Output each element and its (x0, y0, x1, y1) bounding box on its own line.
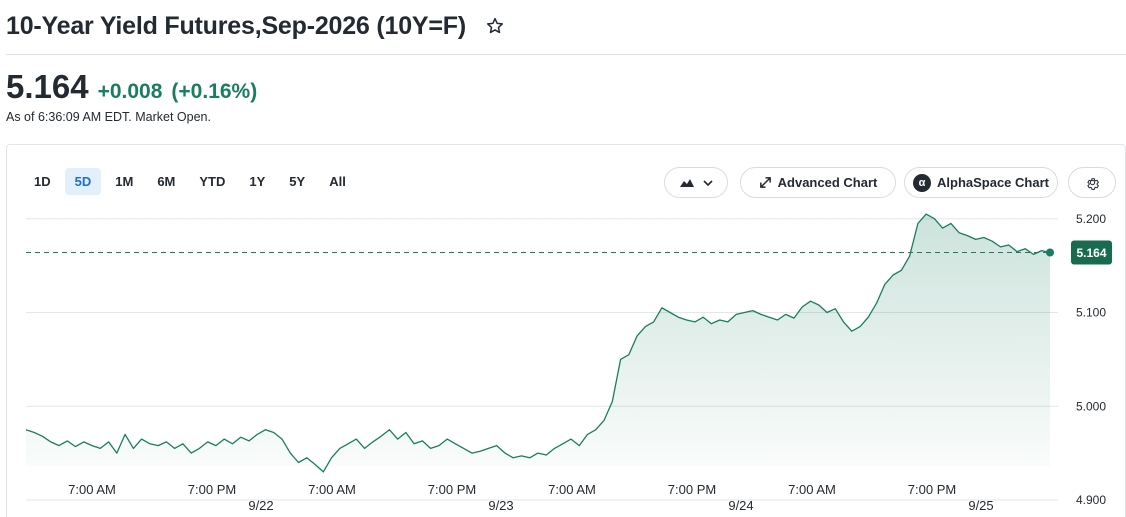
range-all[interactable]: All (329, 174, 346, 189)
alphaspace-chart-label: AlphaSpace Chart (937, 175, 1049, 190)
x-date-label: 9/25 (968, 498, 993, 513)
range-1d[interactable]: 1D (34, 174, 51, 189)
alphaspace-chart-button[interactable]: α AlphaSpace Chart (904, 167, 1058, 198)
range-5y[interactable]: 5Y (289, 174, 306, 189)
last-value-dot (1046, 248, 1054, 257)
price-line (25, 213, 1051, 473)
x-time-label: 7:00 PM (428, 482, 476, 497)
price-change: +0.008 (97, 80, 163, 103)
range-6m[interactable]: 6M (157, 174, 176, 189)
alpha-logo-icon: α (913, 173, 931, 192)
chart-type-button[interactable] (664, 167, 728, 198)
header: 10-Year Yield Futures,Sep-2026 (10Y=F) (6, 8, 506, 44)
range-1y[interactable]: 1Y (249, 174, 266, 189)
x-time-label: 7:00 AM (68, 482, 116, 497)
x-time-label: 7:00 AM (788, 482, 836, 497)
market-status: As of 6:36:09 AM EDT. Market Open. (6, 110, 211, 124)
chevron-down-icon (703, 179, 713, 186)
y-tick-label: 5.000 (1076, 399, 1106, 413)
mountain-chart-icon (680, 178, 694, 187)
chart-settings-button[interactable] (1068, 167, 1116, 198)
last-value-label: 5.164 (1076, 246, 1106, 260)
last-value-badge (1071, 240, 1112, 265)
expand-arrows-icon (759, 177, 771, 188)
range-1m[interactable]: 1M (115, 174, 134, 189)
y-tick-label: 5.200 (1076, 212, 1106, 226)
price-area (26, 214, 1050, 472)
header-divider (6, 54, 1126, 55)
range-5d[interactable]: 5D (64, 168, 102, 195)
x-time-label: 7:00 PM (668, 482, 716, 497)
star-outline-icon[interactable] (484, 15, 506, 37)
price-change-percent: (+0.16%) (171, 80, 258, 103)
quote-summary: 5.164 +0.008 (+0.16%) (6, 68, 257, 106)
x-time-label: 7:00 PM (188, 482, 236, 497)
range-selector: 1D 5D 1M 6M YTD 1Y 5Y All (24, 168, 360, 195)
y-tick-label: 5.100 (1076, 306, 1106, 320)
x-time-label: 7:00 AM (548, 482, 596, 497)
gear-icon (1086, 178, 1099, 190)
x-date-label: 9/23 (488, 498, 513, 513)
x-date-label: 9/24 (728, 498, 753, 513)
last-price: 5.164 (6, 68, 89, 105)
y-tick-label: 4.900 (1076, 493, 1106, 507)
range-ytd[interactable]: YTD (199, 174, 226, 189)
advanced-chart-button[interactable]: Advanced Chart (740, 167, 896, 198)
x-time-label: 7:00 PM (908, 482, 956, 497)
page-title: 10-Year Yield Futures,Sep-2026 (10Y=F) (6, 11, 466, 40)
x-time-label: 7:00 AM (308, 482, 356, 497)
advanced-chart-label: Advanced Chart (777, 175, 878, 190)
x-date-label: 9/22 (248, 498, 273, 513)
